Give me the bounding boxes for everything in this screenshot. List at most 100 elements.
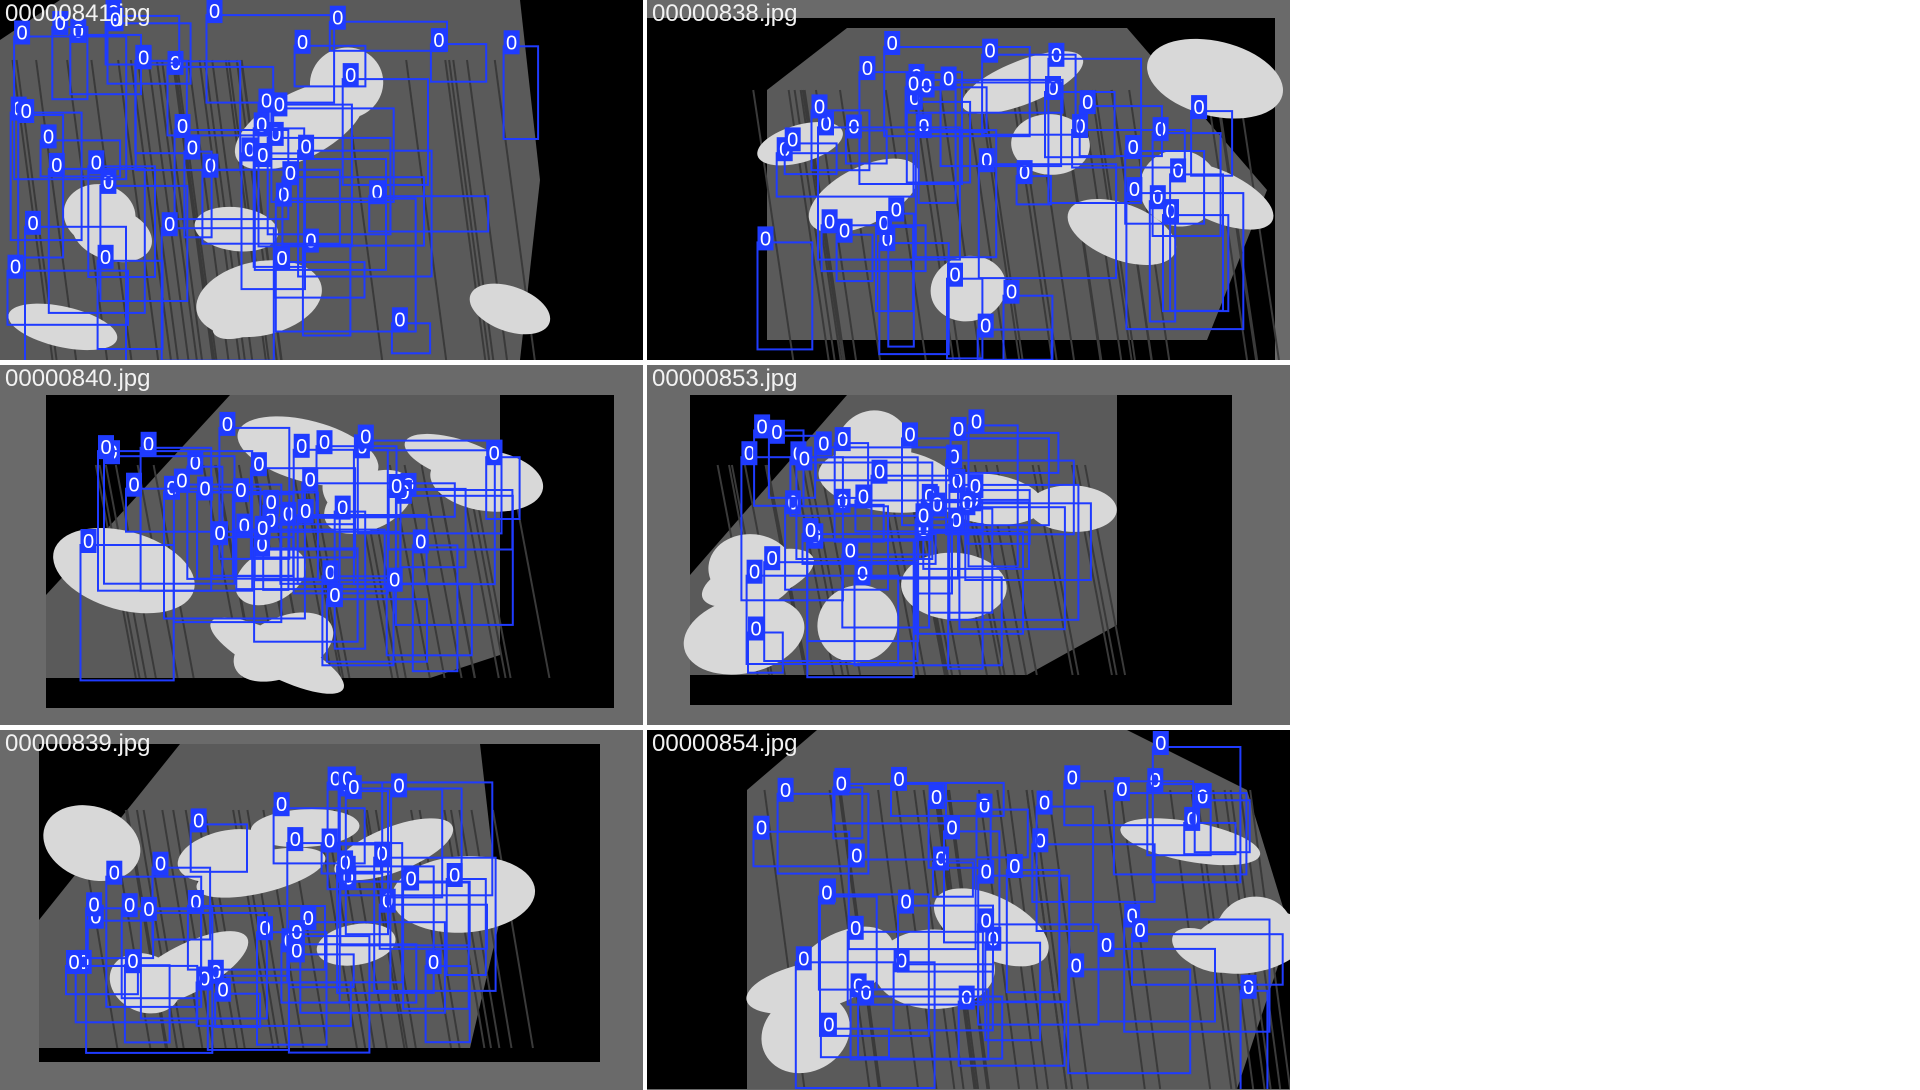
- class-label: 0: [1009, 856, 1020, 878]
- bounding-box: [253, 547, 359, 643]
- detection-box: 0: [977, 908, 1100, 1026]
- detection-box: 0: [196, 476, 319, 580]
- bounding-box: [24, 225, 127, 360]
- class-label: 0: [127, 951, 138, 973]
- class-label-bg: [848, 843, 865, 868]
- class-label-bg: [1036, 790, 1053, 815]
- detection-box: 0: [297, 134, 433, 278]
- class-label: 0: [235, 480, 246, 502]
- pig: [212, 280, 305, 340]
- class-label-bg: [124, 949, 141, 974]
- detection-box: 0: [429, 28, 488, 83]
- class-label-bg: [944, 815, 960, 840]
- class-label: 0: [277, 248, 288, 270]
- class-label: 0: [143, 899, 154, 921]
- class-label: 0: [324, 831, 335, 853]
- class-label-bg: [430, 28, 447, 53]
- bounding-box: [214, 992, 262, 1029]
- detection-box: 0: [1193, 784, 1251, 854]
- detection-box: 0: [120, 893, 202, 1000]
- filename-label: 00000854.jpg: [652, 730, 798, 757]
- bounding-box: [328, 20, 448, 52]
- class-label: 0: [394, 775, 405, 797]
- class-label-bg: [1079, 90, 1096, 115]
- detection-box: 0: [1148, 185, 1177, 323]
- class-label: 0: [953, 419, 964, 441]
- detection-box: 0: [854, 484, 984, 533]
- floor-slat: [470, 809, 513, 1049]
- class-label-bg: [7, 254, 24, 279]
- class-label: 0: [257, 518, 268, 540]
- class-label-bg: [135, 45, 152, 70]
- bounding-box: [794, 961, 936, 1089]
- class-label-bg: [753, 815, 770, 840]
- floor-slat: [155, 59, 198, 360]
- class-label: 0: [290, 829, 301, 851]
- class-label-bg: [121, 893, 138, 918]
- bounding-box: [96, 259, 164, 350]
- bounding-box: [775, 152, 915, 198]
- class-label-bg: [374, 841, 391, 866]
- class-label: 0: [1173, 160, 1184, 182]
- bounding-box: [99, 184, 189, 302]
- class-label-bg: [357, 424, 374, 449]
- detection-box: 0: [6, 254, 129, 326]
- pig: [1011, 114, 1090, 175]
- detection-box: 0: [883, 31, 1031, 138]
- bounding-box: [325, 598, 428, 663]
- class-label: 0: [891, 200, 902, 222]
- class-label-bg: [140, 431, 157, 456]
- detection-box: 0: [887, 197, 915, 348]
- bounding-box: [947, 523, 984, 670]
- class-label-bg: [254, 515, 271, 540]
- class-label-bg: [1147, 768, 1164, 793]
- bounding-box: [394, 494, 514, 626]
- class-label: 0: [750, 619, 761, 641]
- class-label-bg: [14, 20, 31, 45]
- class-label-bg: [425, 950, 442, 975]
- class-label: 0: [274, 94, 285, 116]
- detection-box: 0: [24, 210, 127, 360]
- pig: [1190, 909, 1290, 974]
- class-label-bg: [777, 777, 794, 802]
- tile-00000854: 0 0 0 0 0 0 0 0 0 0 0 0 0 0 0 0 0 0 0 0 0 0 0 0 0 0 0 0 0 0 0 0 0 0 000 00…: [647, 730, 1290, 1090]
- bounding-box: [966, 489, 1031, 545]
- class-label-bg: [1132, 918, 1148, 943]
- class-label-bg: [321, 828, 338, 853]
- bounding-box: [336, 865, 435, 994]
- class-label-bg: [503, 30, 520, 55]
- class-label-bg: [836, 218, 853, 243]
- class-label-bg: [446, 863, 463, 887]
- class-label-bg: [976, 793, 993, 818]
- class-label-bg: [884, 31, 901, 55]
- class-label-bg: [968, 409, 985, 434]
- bounding-box: [756, 241, 814, 351]
- class-label: 0: [21, 101, 32, 123]
- class-label: 0: [377, 844, 388, 866]
- detection-box: 0: [810, 94, 871, 172]
- class-label: 0: [187, 138, 198, 160]
- class-label: 0: [372, 182, 383, 204]
- class-label: 0: [193, 810, 204, 832]
- class-label: 0: [261, 91, 272, 113]
- bounding-box: [1151, 746, 1242, 884]
- detection-box: 0: [424, 950, 471, 1044]
- bounding-box: [943, 830, 1001, 944]
- detection-box: 0: [139, 896, 268, 1020]
- detection-box: 0: [390, 307, 432, 355]
- class-label-bg: [190, 808, 207, 833]
- bounding-box: [897, 904, 994, 973]
- detection-box: 0: [949, 416, 1060, 474]
- detection-box: 0: [975, 793, 1029, 859]
- class-label-bg: [1152, 117, 1169, 142]
- bounding-box: [763, 561, 919, 662]
- class-label: 0: [296, 436, 307, 458]
- tile-00000841: 0 0 0 0 0 0 0 0 0 0 0 0 0 0 0 0 0 0 0 0 0 0 0 0 0 0 0 0 0 0 0 0 0 0 0 0 0 000…: [0, 0, 643, 360]
- class-label: 0: [981, 910, 992, 932]
- bounding-box: [445, 878, 487, 976]
- class-label: 0: [839, 221, 850, 243]
- class-label-bg: [174, 114, 191, 138]
- detection-box: 0: [1151, 117, 1222, 238]
- class-label: 0: [837, 429, 848, 451]
- class-label: 0: [200, 479, 211, 501]
